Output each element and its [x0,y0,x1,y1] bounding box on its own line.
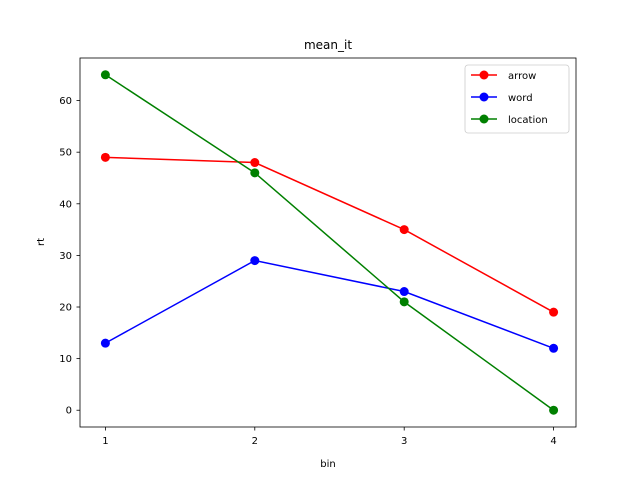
x-axis-label: bin [320,459,335,470]
legend-entry-arrow: arrow [471,70,536,82]
x-tick-label: 3 [401,436,407,447]
series-line-location [104,74,555,411]
data-point-arrow [250,158,260,168]
x-tick-label: 2 [252,436,258,447]
legend-marker [479,114,489,124]
series-word [100,256,559,353]
data-point-location [399,297,409,307]
series-line-arrow [105,156,554,313]
series-arrow [100,152,559,317]
y-tick-label: 40 [59,199,72,210]
series-layer [100,70,559,415]
y-tick-label: 30 [59,251,72,262]
legend-entry-word: word [471,92,533,104]
legend-label: arrow [508,71,536,82]
data-point-word [549,343,559,353]
chart-title: mean_it [304,38,352,52]
legend-marker [479,70,489,80]
x-axis-ticks: 1 2 3 4 [102,427,557,447]
data-point-location [250,168,260,178]
data-point-location [549,405,559,415]
data-point-word [250,256,260,266]
y-axis-label: rt [36,238,47,246]
y-tick-label: 20 [59,303,72,314]
y-tick-label: 10 [59,354,72,365]
data-point-word [100,338,110,348]
legend: arrow word location [464,64,570,134]
y-tick-label: 50 [59,148,72,159]
legend-label: location [508,115,548,126]
y-tick-label: 0 [66,406,72,417]
data-point-word [399,287,409,297]
legend-label: word [508,93,533,104]
legend-box [464,64,570,134]
series-location [100,70,559,415]
legend-marker [479,92,489,102]
data-point-location [100,70,110,80]
data-point-arrow [549,307,559,317]
series-line-word [105,259,554,349]
y-tick-label: 60 [59,96,72,107]
data-point-arrow [100,152,110,162]
y-axis-ticks: 0 10 20 30 40 50 60 [59,96,80,417]
legend-entry-location: location [471,114,548,126]
x-tick-label: 4 [550,436,556,447]
data-point-arrow [399,225,409,235]
plot-frame [79,57,577,428]
x-tick-label: 1 [102,436,108,447]
